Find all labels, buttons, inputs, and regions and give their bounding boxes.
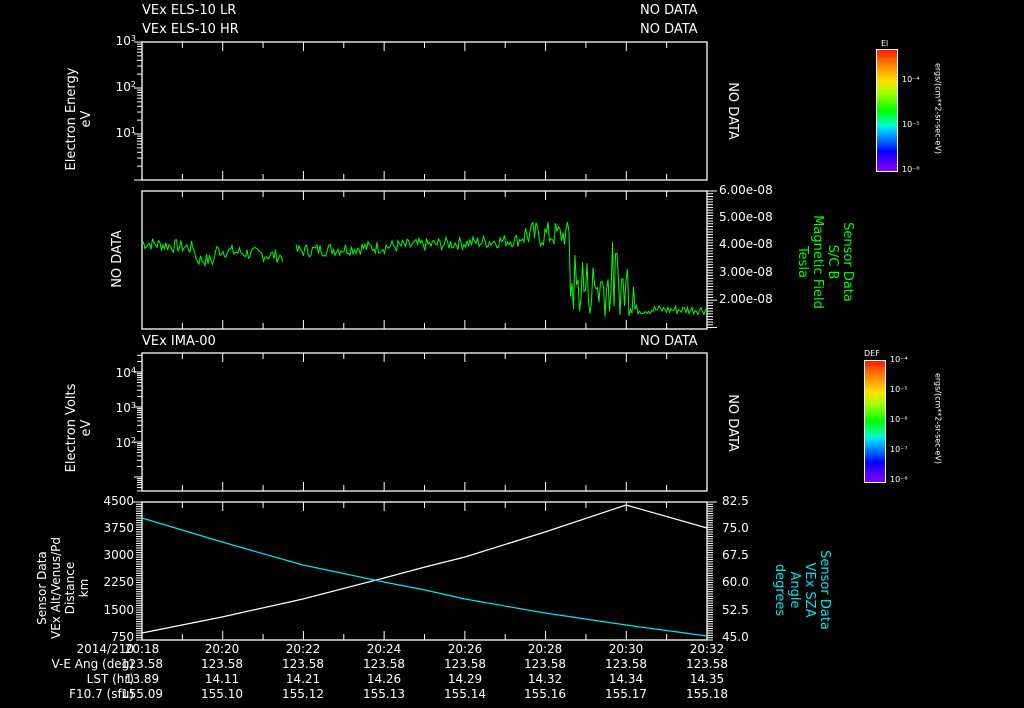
sza-line [141, 517, 708, 637]
footer-ve-ang-label: V-E Ang (deg) [51, 657, 134, 671]
els-hr-status: NO DATA [640, 22, 698, 37]
footer-f107-label: F10.7 (sfu) [69, 687, 134, 701]
footer-times-value: 20:20 [204, 642, 240, 656]
footer-ve-ang-value: 123.58 [121, 657, 163, 671]
footer-ve-ang-value: 123.58 [605, 657, 647, 671]
magnetic-field-line-2 [295, 221, 708, 317]
ephem-panel-frame [141, 501, 708, 641]
footer-times-value: 20:18 [124, 642, 160, 656]
els-lr-title: VEx ELS-10 LR [142, 3, 237, 18]
alt-y-axis-label: Sensor Data VEx Alt/Venus/Pd Distance km [35, 536, 91, 640]
sza-ytick-75.0: 75.0 [722, 521, 749, 535]
footer-times-value: 20:22 [285, 642, 321, 656]
ima-cbar-label-4: 10⁻⁷ [890, 445, 908, 454]
footer-lst-label: LST (hr) [86, 672, 134, 686]
footer-lst-value: 14.35 [689, 672, 725, 686]
magnetic-field-line [141, 238, 284, 268]
ima-cbar-label-2: 10⁻⁵ [890, 385, 908, 394]
sza-ytick-60.0: 60.0 [722, 575, 749, 589]
ima-panel-frame [141, 352, 708, 492]
footer-f107-value: 155.14 [444, 687, 486, 701]
ima-ytick-100: 102 [115, 436, 136, 450]
ima-ytick-10000: 104 [115, 366, 136, 380]
footer-lst-value: 14.32 [527, 672, 563, 686]
footer-lst-value: 14.29 [447, 672, 483, 686]
els-cbar-label-3: 10⁻⁶ [902, 165, 920, 174]
mag-y-axis-label: Sensor Data S/C B Magnetic Field Tesla [795, 215, 855, 309]
footer-times-value: 20:26 [447, 642, 483, 656]
altitude-line [141, 504, 708, 634]
footer-ve-ang-value: 123.58 [524, 657, 566, 671]
els-y-axis-label: Electron Energy eV [64, 67, 94, 171]
mag-side-no-data: NO DATA [110, 230, 125, 288]
els-colorbar [876, 49, 898, 172]
alt-ytick-3000: 3000 [103, 548, 134, 562]
els-lr-status: NO DATA [640, 3, 698, 18]
ima-status: NO DATA [640, 334, 698, 349]
mag-ytick-6e-08: 6.00e-08 [719, 183, 773, 197]
els-hr-title: VEx ELS-10 HR [142, 22, 239, 37]
footer-lst-value: 14.34 [608, 672, 644, 686]
mag-ytick-4e-08: 4.00e-08 [719, 237, 773, 251]
els-colorbar-title: El [881, 39, 889, 48]
footer-lst-value: 14.26 [366, 672, 402, 686]
els-ytick-100: 102 [115, 80, 136, 94]
footer-ve-ang-value: 123.58 [363, 657, 405, 671]
footer-f107-value: 155.13 [363, 687, 405, 701]
alt-ytick-3750: 3750 [103, 521, 134, 535]
mag-panel-frame [141, 190, 708, 330]
ima-ytick-1000: 103 [115, 401, 136, 415]
footer-lst-value: 14.11 [204, 672, 240, 686]
ima-side-no-data: NO DATA [725, 394, 740, 452]
footer-ve-ang-value: 123.58 [282, 657, 324, 671]
mag-ytick-2e-08: 2.00e-08 [719, 292, 773, 306]
footer-ve-ang-value: 123.58 [444, 657, 486, 671]
footer-f107-value: 155.17 [605, 687, 647, 701]
sza-ytick-82.5: 82.5 [722, 494, 749, 508]
mag-ytick-3e-08: 3.00e-08 [719, 265, 773, 279]
ima-colorbar-unit: ergs/(cm**2-sr-sec-eV) [933, 372, 943, 465]
footer-f107-value: 155.18 [686, 687, 728, 701]
footer-f107-value: 155.09 [121, 687, 163, 701]
alt-ytick-750: 750 [111, 630, 134, 644]
footer-date-label: 2014/210 [76, 642, 135, 656]
sza-ytick-67.5: 67.5 [722, 548, 749, 562]
alt-ytick-2250: 2250 [103, 575, 134, 589]
sza-y-axis-label: Sensor Data VEx SZA Angle degrees [772, 550, 832, 630]
els-ytick-1000: 103 [115, 34, 136, 48]
els-cbar-label-2: 10⁻⁵ [902, 120, 920, 129]
footer-lst-value: 14.21 [285, 672, 321, 686]
alt-ytick-4500: 4500 [103, 494, 134, 508]
footer-ve-ang-value: 123.58 [201, 657, 243, 671]
els-side-no-data: NO DATA [725, 82, 740, 140]
footer-times-value: 20:32 [689, 642, 725, 656]
mag-ytick-5e-08: 5.00e-08 [719, 210, 773, 224]
ima-cbar-label-1: 10⁻⁴ [890, 355, 908, 364]
footer-lst-value: 13.89 [124, 672, 160, 686]
els-panel-frame [141, 41, 708, 181]
ima-title: VEx IMA-00 [142, 334, 216, 349]
footer-f107-value: 155.10 [201, 687, 243, 701]
ima-colorbar-title: DEF [864, 349, 880, 358]
ima-y-axis-label: Electron Volts eV [64, 383, 94, 473]
sza-ytick-52.5: 52.5 [722, 603, 749, 617]
footer-f107-value: 155.16 [524, 687, 566, 701]
ima-cbar-label-5: 10⁻⁸ [890, 475, 908, 484]
footer-times-value: 20:28 [527, 642, 563, 656]
els-cbar-label-1: 10⁻⁴ [902, 75, 920, 84]
footer-times-value: 20:24 [366, 642, 402, 656]
ima-colorbar [864, 360, 886, 483]
sza-ytick-45.0: 45.0 [722, 630, 749, 644]
footer-f107-value: 155.12 [282, 687, 324, 701]
footer-times-value: 20:30 [608, 642, 644, 656]
footer-ve-ang-value: 123.58 [686, 657, 728, 671]
alt-ytick-1500: 1500 [103, 603, 134, 617]
els-colorbar-unit: ergs/(cm**2-sr-sec-eV) [933, 62, 943, 155]
ima-cbar-label-3: 10⁻⁶ [890, 415, 908, 424]
els-ytick-10: 101 [115, 126, 136, 140]
